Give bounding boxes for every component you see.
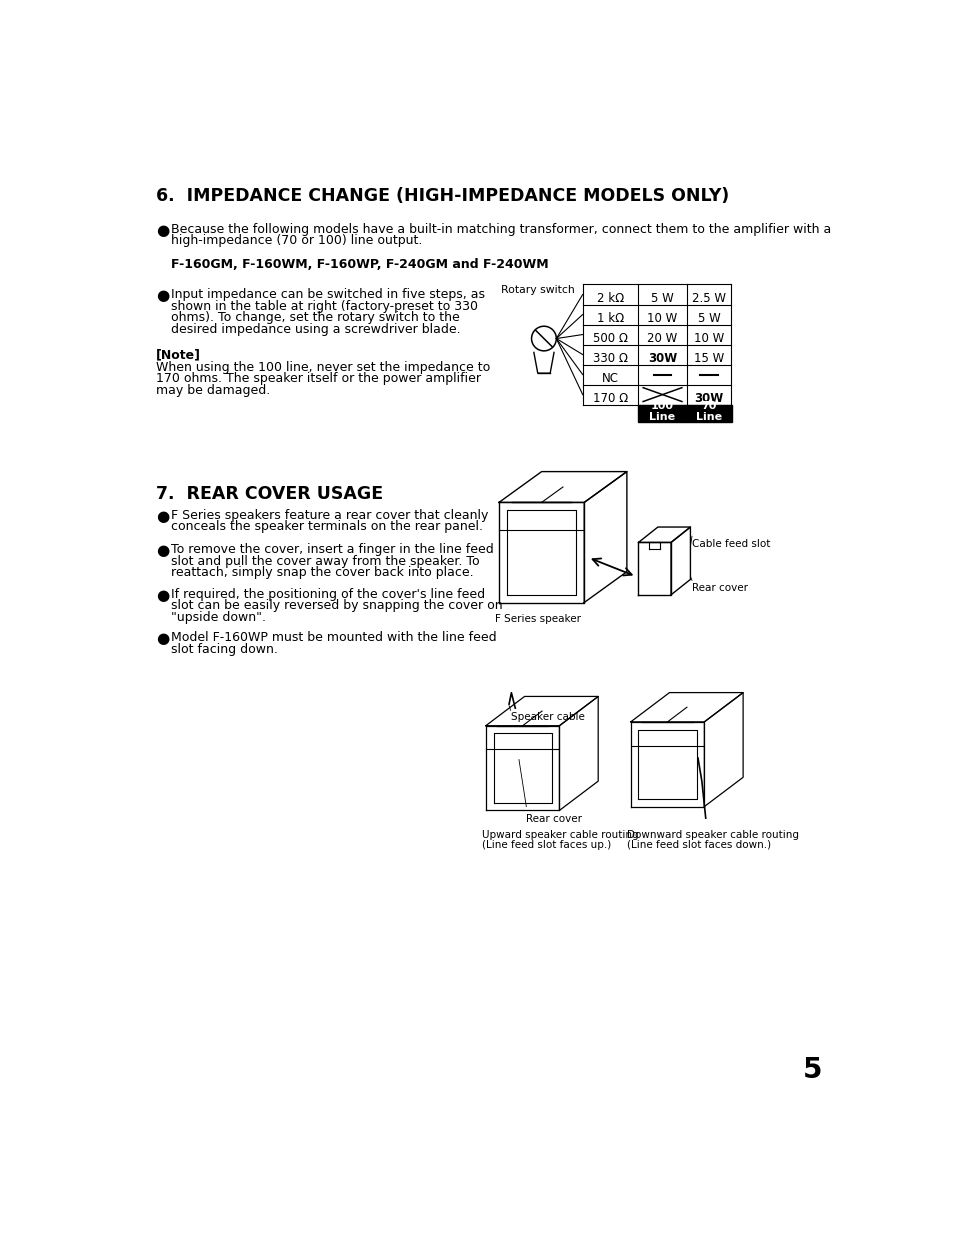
Text: slot can be easily reversed by snapping the cover on: slot can be easily reversed by snapping … (171, 599, 502, 613)
Text: 30W: 30W (647, 352, 677, 364)
Text: slot facing down.: slot facing down. (171, 642, 277, 656)
Text: To remove the cover, insert a finger in the line feed: To remove the cover, insert a finger in … (171, 543, 494, 556)
Text: 5 W: 5 W (697, 312, 720, 325)
Text: (Line feed slot faces down.): (Line feed slot faces down.) (626, 840, 770, 850)
Text: 20 W: 20 W (647, 332, 677, 345)
Text: 500 Ω: 500 Ω (593, 332, 627, 345)
Text: Cable feed slot: Cable feed slot (691, 538, 769, 548)
Text: 70
Line: 70 Line (696, 400, 721, 422)
Text: Model F-160WP must be mounted with the line feed: Model F-160WP must be mounted with the l… (171, 631, 497, 643)
Text: NC: NC (601, 372, 618, 385)
Text: 2.5 W: 2.5 W (691, 291, 725, 305)
Text: reattach, simply snap the cover back into place.: reattach, simply snap the cover back int… (171, 567, 474, 579)
Text: (Line feed slot faces up.): (Line feed slot faces up.) (481, 840, 611, 850)
Text: 15 W: 15 W (693, 352, 723, 364)
Text: F-160GM, F-160WM, F-160WP, F-240GM and F-240WM: F-160GM, F-160WM, F-160WP, F-240GM and F… (171, 258, 548, 270)
Text: 330 Ω: 330 Ω (593, 352, 627, 364)
Text: 5: 5 (801, 1056, 821, 1084)
Text: ●: ● (155, 288, 169, 304)
Text: 5 W: 5 W (651, 291, 673, 305)
Bar (686, 405, 731, 421)
Text: Speaker cable: Speaker cable (511, 711, 584, 721)
Text: Because the following models have a built-in matching transformer, connect them : Because the following models have a buil… (171, 222, 831, 236)
Text: When using the 100 line, never set the impedance to: When using the 100 line, never set the i… (155, 361, 490, 374)
Text: "upside down".: "upside down". (171, 611, 266, 624)
Text: Rear cover: Rear cover (526, 814, 581, 824)
Text: F Series speakers feature a rear cover that cleanly: F Series speakers feature a rear cover t… (171, 509, 488, 521)
Text: Rotary switch: Rotary switch (500, 285, 575, 295)
Text: Rear cover: Rear cover (691, 583, 747, 593)
Text: ●: ● (155, 631, 169, 646)
Text: conceals the speaker terminals on the rear panel.: conceals the speaker terminals on the re… (171, 520, 482, 534)
Text: 30W: 30W (694, 391, 723, 405)
Text: Upward speaker cable routing: Upward speaker cable routing (481, 830, 638, 840)
Text: ●: ● (155, 543, 169, 558)
Text: ●: ● (155, 222, 169, 238)
Text: ●: ● (155, 588, 169, 603)
Bar (638, 405, 686, 421)
Text: ●: ● (155, 509, 169, 524)
Text: 10 W: 10 W (693, 332, 723, 345)
Text: [Note]: [Note] (155, 348, 200, 362)
Text: 170 ohms. The speaker itself or the power amplifier: 170 ohms. The speaker itself or the powe… (155, 372, 480, 385)
Text: Input impedance can be switched in five steps, as: Input impedance can be switched in five … (171, 288, 485, 301)
Text: If required, the positioning of the cover's line feed: If required, the positioning of the cove… (171, 588, 485, 601)
Text: 2 kΩ: 2 kΩ (597, 291, 623, 305)
Text: slot and pull the cover away from the speaker. To: slot and pull the cover away from the sp… (171, 555, 479, 568)
Text: high-impedance (70 or 100) line output.: high-impedance (70 or 100) line output. (171, 235, 422, 247)
Text: 100
Line: 100 Line (649, 400, 675, 422)
Text: 170 Ω: 170 Ω (593, 391, 628, 405)
Text: desired impedance using a screwdriver blade.: desired impedance using a screwdriver bl… (171, 324, 460, 336)
Text: 6.  IMPEDANCE CHANGE (HIGH-IMPEDANCE MODELS ONLY): 6. IMPEDANCE CHANGE (HIGH-IMPEDANCE MODE… (155, 186, 728, 205)
Text: shown in the table at right (factory-preset to 330: shown in the table at right (factory-pre… (171, 300, 477, 312)
Text: Downward speaker cable routing: Downward speaker cable routing (626, 830, 798, 840)
Text: 7.  REAR COVER USAGE: 7. REAR COVER USAGE (155, 485, 382, 504)
Text: F Series speaker: F Series speaker (495, 614, 580, 624)
Text: may be damaged.: may be damaged. (155, 384, 270, 396)
Text: ohms). To change, set the rotary switch to the: ohms). To change, set the rotary switch … (171, 311, 459, 325)
Text: 10 W: 10 W (647, 312, 677, 325)
Text: 1 kΩ: 1 kΩ (597, 312, 623, 325)
